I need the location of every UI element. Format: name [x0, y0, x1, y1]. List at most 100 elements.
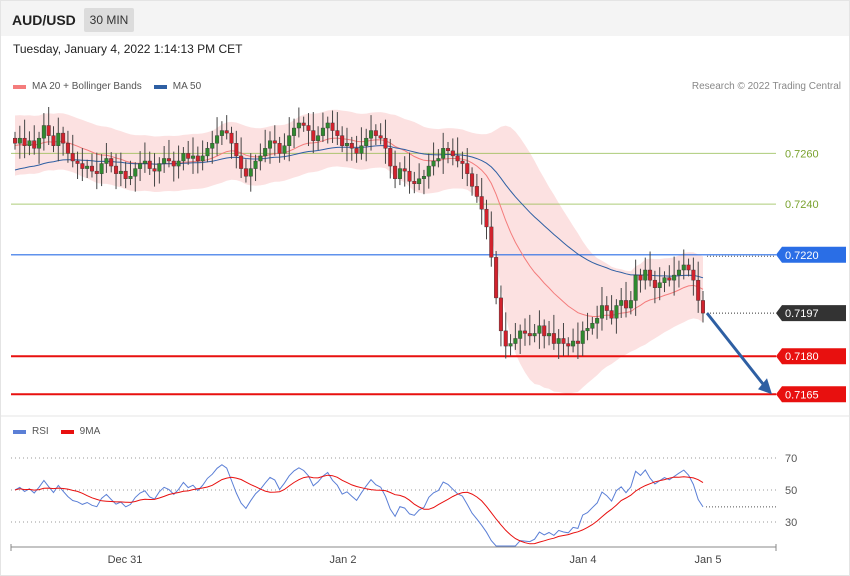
candle-body	[402, 168, 407, 172]
candle-body	[518, 330, 523, 339]
candle-body	[580, 330, 585, 344]
candle-body	[354, 148, 359, 154]
candle-body	[556, 338, 561, 344]
price-tag-4	[776, 348, 846, 365]
rsi-9ma-legend-swatch	[60, 429, 74, 434]
candle-body	[388, 148, 393, 167]
candle-body	[320, 127, 325, 136]
candle-body	[41, 125, 46, 139]
candle-body	[638, 274, 643, 281]
rsi-tick-70: 70	[785, 453, 797, 465]
candle-body	[17, 137, 22, 144]
candle-body	[325, 122, 330, 129]
price-label-5: 0.7165	[785, 389, 819, 401]
candle-body	[344, 143, 349, 146]
candle-body	[191, 155, 196, 159]
candle-body	[311, 130, 316, 141]
candle-body	[330, 122, 335, 131]
ma50-line	[14, 145, 704, 279]
rsi-9ma-line	[14, 474, 704, 545]
candle-body	[417, 178, 422, 185]
candle-body	[441, 148, 446, 159]
candle-body	[263, 148, 268, 157]
rsi-tick-50: 50	[785, 485, 797, 497]
candle-body	[267, 140, 272, 149]
candle-body	[614, 305, 619, 319]
candle-body	[508, 343, 513, 347]
forecast-arrow-shaft	[705, 312, 766, 387]
candle-body	[542, 325, 547, 337]
candle-body	[316, 135, 321, 141]
candle-body	[75, 160, 80, 164]
candle-body	[282, 145, 287, 154]
candle-body	[657, 282, 662, 288]
rsi-line	[14, 464, 704, 547]
candle-body	[590, 323, 595, 329]
candle-body	[662, 277, 667, 283]
candle-body	[561, 338, 566, 344]
candle-body	[681, 264, 686, 271]
candle-body	[234, 143, 239, 157]
candle-body	[672, 274, 677, 281]
ma20-legend-label: MA 20 + Bollinger Bands	[32, 81, 142, 92]
candle-body	[258, 155, 263, 162]
candle-body	[118, 170, 123, 174]
candle-body	[176, 160, 181, 167]
candle-body	[114, 165, 119, 174]
candle-body	[123, 170, 128, 179]
candle-body	[205, 148, 210, 157]
candle-body	[27, 140, 32, 146]
candle-body	[147, 160, 152, 169]
candle-body	[272, 140, 277, 144]
candle-body	[359, 145, 364, 154]
candle-body	[648, 269, 653, 281]
candle-body	[421, 176, 426, 179]
price-tag-2	[776, 246, 846, 263]
candle-body	[94, 170, 99, 174]
candle-body	[157, 163, 162, 172]
candle-body	[152, 168, 157, 172]
candle-body	[364, 137, 369, 146]
price-tag-5	[776, 386, 846, 403]
candle-body	[407, 170, 412, 182]
candle-body	[292, 127, 297, 136]
timeframe-badge[interactable]: 30 MIN	[84, 8, 134, 32]
candle-body	[696, 279, 701, 301]
candle-body	[138, 163, 143, 169]
ma20-legend-swatch	[13, 84, 26, 89]
candle-body	[667, 277, 672, 281]
candle-body	[474, 186, 479, 197]
candle-body	[162, 158, 167, 164]
candle-body	[89, 165, 94, 172]
candle-body	[128, 176, 133, 179]
rsi-legend: RSI 9MA	[13, 426, 112, 437]
candle-body	[397, 168, 402, 179]
candle-body	[479, 196, 484, 210]
candle-body	[70, 153, 75, 162]
candle-body	[224, 130, 229, 134]
candle-body	[166, 158, 171, 162]
x-tick-label-3: Jan 5	[695, 554, 722, 566]
candle-body	[436, 158, 441, 162]
candle-body	[133, 168, 138, 177]
candle-body	[335, 130, 340, 136]
candle-body	[186, 153, 191, 159]
candle-body	[633, 274, 638, 301]
candle-body	[171, 160, 176, 167]
candle-body	[465, 163, 470, 174]
candle-body	[691, 269, 696, 281]
candle-body	[513, 338, 518, 344]
candle-body	[494, 257, 499, 299]
candle-body	[51, 135, 56, 146]
candle-body	[522, 330, 527, 334]
candle-body	[243, 168, 248, 177]
x-tick-label-0: Dec 31	[108, 554, 143, 566]
candle-body	[219, 130, 224, 136]
price-label-4: 0.7180	[785, 351, 819, 363]
candle-body	[65, 143, 70, 154]
candle-body	[547, 333, 552, 337]
candle-body	[571, 340, 576, 347]
candle-body	[460, 160, 465, 164]
candle-body	[489, 226, 494, 258]
